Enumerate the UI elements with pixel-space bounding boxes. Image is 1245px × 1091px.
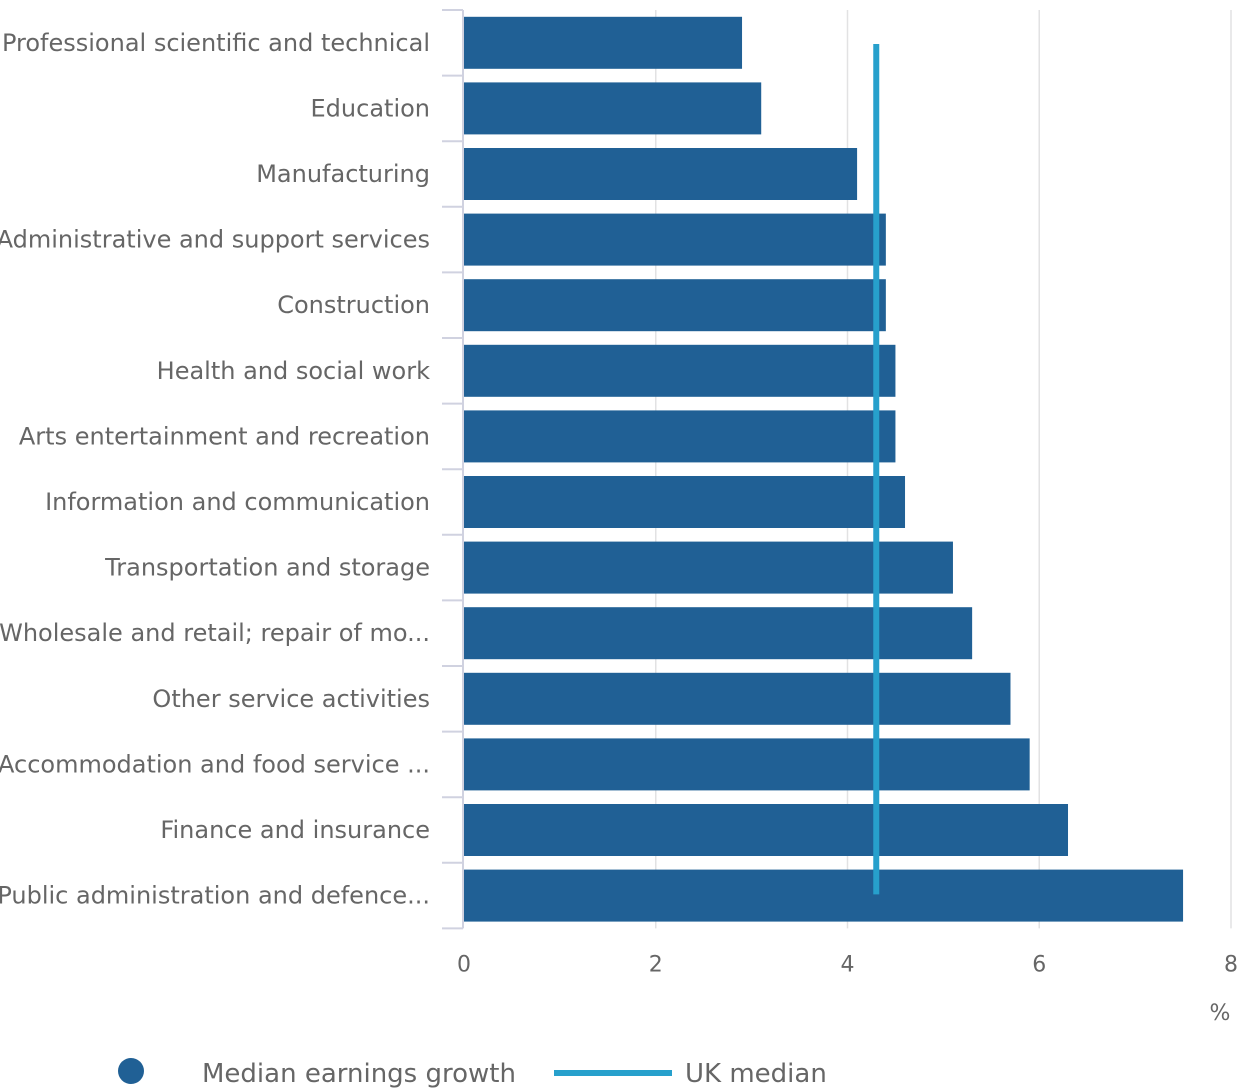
bar-professional-scientific-and-technical — [464, 16, 743, 69]
bar-education — [464, 82, 762, 135]
category-label: Professional scientific and technical — [2, 29, 430, 57]
category-label: Public administration and defence... — [0, 882, 430, 910]
category-label: Wholesale and retail; repair of mo... — [0, 619, 430, 647]
category-label: Education — [311, 94, 430, 122]
legend-label-median-earnings-growth: Median earnings growth — [202, 1059, 516, 1089]
bar-transportation-and-storage — [464, 541, 953, 594]
x-tick-labels: 0 2 4 6 8 — [457, 952, 1238, 977]
bar-information-and-communication — [464, 476, 906, 528]
x-tick-label: 4 — [841, 952, 855, 977]
category-label: Accommodation and food service ... — [0, 750, 430, 778]
category-label: Construction — [277, 291, 430, 319]
bar-administrative-and-support-services — [464, 213, 886, 266]
bar-wholesale-and-retail-repair-of-mo — [464, 607, 973, 660]
bar-public-administration-and-defence — [464, 869, 1184, 922]
bar-construction — [464, 279, 886, 332]
x-tick-label: 2 — [649, 952, 663, 977]
legend: Median earnings growth UK median — [118, 1058, 827, 1089]
category-label: Administrative and support services — [0, 226, 430, 254]
x-tick-label: 0 — [457, 952, 471, 977]
legend-swatch-median-earnings-growth — [118, 1058, 144, 1084]
category-label: Transportation and storage — [104, 554, 430, 582]
category-label: Health and social work — [157, 357, 430, 385]
bar-manufacturing — [464, 148, 858, 200]
x-tick-label: 8 — [1224, 952, 1238, 977]
x-unit-label: % — [1210, 1001, 1231, 1026]
category-label: Information and communication — [45, 488, 430, 516]
category-label: Other service activities — [152, 685, 430, 713]
category-labels: Professional scientific and technical Edu… — [0, 29, 430, 910]
category-label: Manufacturing — [256, 160, 430, 188]
bars — [464, 16, 1184, 922]
bar-arts-entertainment-and-recreation — [464, 410, 896, 463]
legend-label-uk-median: UK median — [685, 1059, 827, 1089]
x-tick-label: 6 — [1032, 952, 1046, 977]
bar-health-and-social-work — [464, 344, 896, 397]
gridlines — [655, 10, 1232, 929]
category-axis — [442, 9, 464, 930]
bar-accommodation-and-food-service — [464, 738, 1030, 791]
bar-other-service-activities — [464, 672, 1011, 725]
bar-finance-and-insurance — [464, 804, 1069, 856]
category-label: Arts entertainment and recreation — [19, 422, 430, 450]
category-label: Finance and insurance — [160, 816, 430, 844]
